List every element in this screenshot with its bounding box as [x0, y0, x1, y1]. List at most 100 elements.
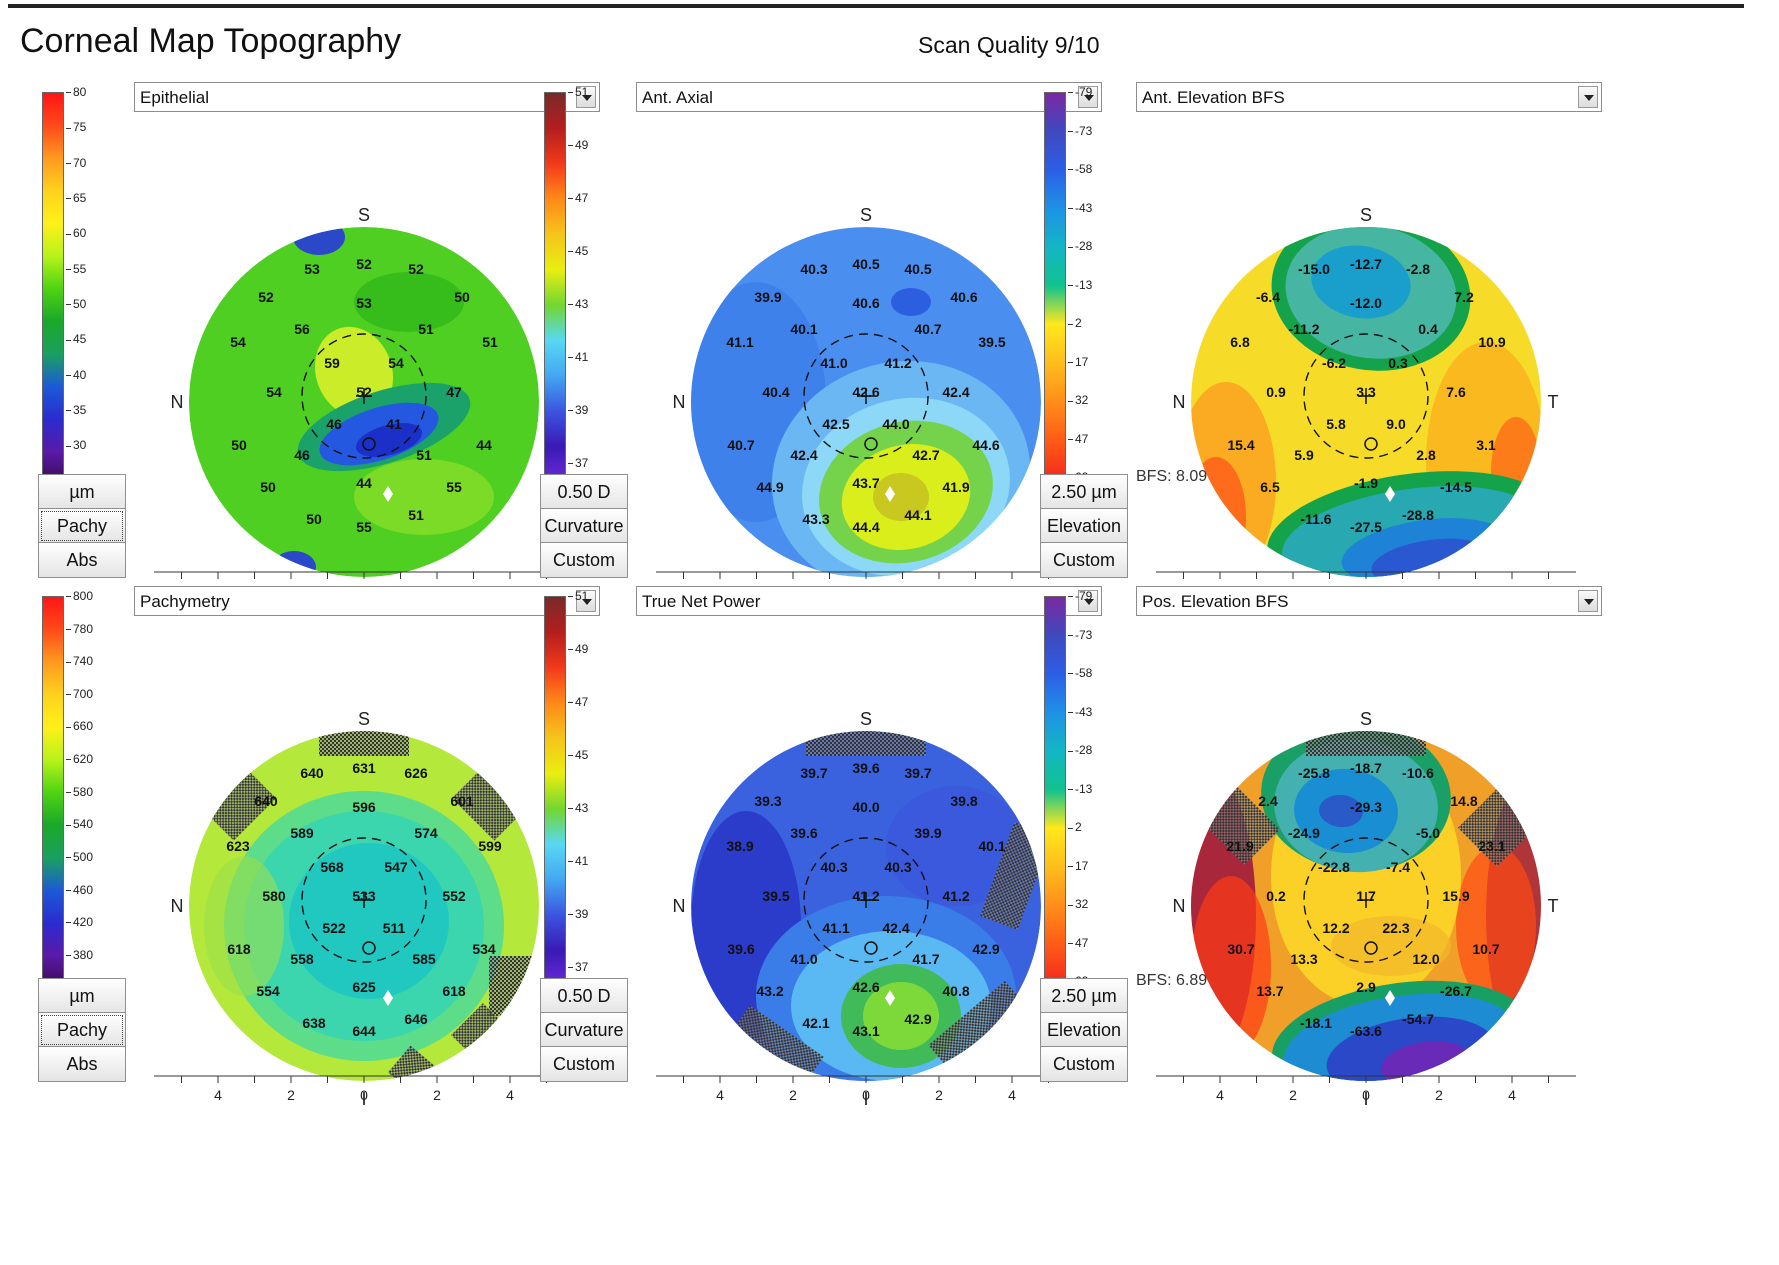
- vertex-diamond-icon: [383, 990, 393, 1006]
- pupil-zone-circle: [301, 333, 427, 459]
- map-value-label: 42.4: [882, 920, 909, 936]
- map-value-label: 558: [290, 951, 314, 967]
- map-value-label: -6.2: [1322, 355, 1346, 371]
- map-type-dropdown[interactable]: Pachymetry: [134, 586, 600, 616]
- map-value-label: 51: [418, 321, 434, 337]
- dropdown-arrow-icon[interactable]: [1578, 590, 1598, 612]
- map-type-label: Pachymetry: [140, 592, 230, 611]
- pupil-center-icon: [864, 941, 878, 955]
- scan-quality-label: Scan Quality 9/10: [918, 32, 1100, 58]
- map-value-label: 39.6: [727, 941, 754, 957]
- map-mode-button[interactable]: Pachy: [38, 508, 126, 544]
- scale-tick-label: 540: [66, 817, 93, 831]
- map-value-label: 39.6: [852, 760, 879, 776]
- map-value-label: 5.8: [1326, 416, 1346, 432]
- units-button[interactable]: 0.50 D: [540, 978, 628, 1014]
- scale-tick-label: 17: [1068, 355, 1088, 369]
- map-value-label: 52: [356, 384, 372, 400]
- units-button[interactable]: 2.50 µm: [1040, 474, 1128, 510]
- units-button[interactable]: 0.50 D: [540, 474, 628, 510]
- map-panel-ant-axial: 514947454341393735Ant. AxialSINT40.340.5…: [540, 82, 1108, 650]
- map-value-label: 44.9: [756, 479, 783, 495]
- scale-tick-label: -58: [1068, 162, 1092, 176]
- scale-tick-label: 43: [568, 297, 588, 311]
- units-button[interactable]: 2.50 µm: [1040, 978, 1128, 1014]
- map-panel-ant-elevation: -79-73-58-43-28-1321732476277 Ant. Elevat…: [1040, 82, 1608, 650]
- scale-tick-label: 37: [568, 960, 588, 974]
- map-value-label: 43.3: [802, 511, 829, 527]
- corneal-map[interactable]: SINT535252525350565154515954545247464150…: [134, 112, 600, 618]
- map-value-label: 40.4: [762, 384, 789, 400]
- map-value-label: 534: [472, 941, 496, 957]
- map-type-dropdown[interactable]: Ant. Elevation BFS: [1136, 82, 1602, 112]
- masked-area: [489, 956, 534, 1016]
- map-value-label: 585: [412, 951, 436, 967]
- map-color-region: [1331, 916, 1451, 976]
- pupil-center-icon: [1364, 941, 1378, 955]
- map-mode-button[interactable]: Curvature: [540, 1012, 628, 1048]
- cornea-color-map: [691, 227, 1041, 577]
- map-value-label: 41.1: [822, 920, 849, 936]
- scale-tick-label: -28: [1068, 743, 1092, 757]
- map-value-label: -11.6: [1300, 511, 1331, 527]
- map-value-label: 13.3: [1290, 951, 1317, 967]
- scale-type-button[interactable]: Custom: [540, 542, 628, 578]
- map-value-label: -27.5: [1350, 519, 1382, 535]
- corneal-map[interactable]: SINT39.739.639.739.340.039.839.639.938.9…: [636, 616, 1102, 1122]
- map-type-dropdown[interactable]: Ant. Axial: [636, 82, 1102, 112]
- map-value-label: 44: [356, 475, 372, 491]
- units-button[interactable]: µm: [38, 978, 126, 1014]
- pupil-zone-circle: [803, 837, 929, 963]
- scale-type-button[interactable]: Custom: [1040, 542, 1128, 578]
- scale-type-button[interactable]: Custom: [540, 1046, 628, 1082]
- map-value-label: 41.7: [912, 951, 939, 967]
- map-mode-button[interactable]: Curvature: [540, 508, 628, 544]
- map-value-label: -18.7: [1350, 760, 1382, 776]
- map-value-label: 1.7: [1356, 888, 1376, 904]
- axis-label-nasal: N: [171, 896, 184, 916]
- map-value-label: 38.9: [726, 838, 753, 854]
- corneal-map[interactable]: SINT40.340.540.539.940.640.640.140.741.1…: [636, 112, 1102, 618]
- scale-type-button[interactable]: Abs: [38, 542, 126, 578]
- map-value-label: 46: [294, 447, 310, 463]
- map-value-label: 40.0: [852, 799, 879, 815]
- corneal-map[interactable]: SINT-15.0-12.7-2.8-6.4-12.07.2-11.20.46.…: [1136, 112, 1602, 618]
- scale-tick-label: -58: [1068, 666, 1092, 680]
- map-value-label: 44: [476, 437, 492, 453]
- mm-ruler-label: 4: [214, 1087, 222, 1103]
- map-mode-button[interactable]: Elevation: [1040, 508, 1128, 544]
- map-mode-button[interactable]: Elevation: [1040, 1012, 1128, 1048]
- axis-label-superior: S: [1360, 205, 1372, 225]
- map-value-label: 39.3: [754, 793, 781, 809]
- map-type-dropdown[interactable]: True Net Power: [636, 586, 1102, 616]
- cornea-color-map: [189, 227, 539, 577]
- scale-tick-label: 620: [66, 752, 93, 766]
- map-value-label: -22.8: [1318, 859, 1350, 875]
- map-type-label: Pos. Elevation BFS: [1142, 592, 1289, 611]
- map-value-label: 40.5: [904, 261, 931, 277]
- scale-type-button[interactable]: Abs: [38, 1046, 126, 1082]
- scale-tick-label: 780: [66, 622, 93, 636]
- map-mode-button[interactable]: Pachy: [38, 1012, 126, 1048]
- color-scale-labels: -79-73-58-43-28-1321732476277: [1068, 85, 1112, 523]
- units-button[interactable]: µm: [38, 474, 126, 510]
- map-type-dropdown[interactable]: Pos. Elevation BFS: [1136, 586, 1602, 616]
- map-value-label: 522: [322, 920, 346, 936]
- dropdown-arrow-icon[interactable]: [1578, 86, 1598, 108]
- map-value-label: 626: [404, 765, 428, 781]
- corneal-map[interactable]: S I N T -25.8 -18.7 -10.6 2.4 -29.3 14.8 -24.9 -5.0…: [1136, 616, 1602, 1122]
- axis-label-inferior: I: [1363, 1089, 1368, 1109]
- scale-tick-label: 39: [568, 907, 588, 921]
- map-value-label: 41.2: [942, 888, 969, 904]
- pupil-center-icon: [362, 437, 376, 451]
- map-type-dropdown[interactable]: Epithelial: [134, 82, 600, 112]
- map-value-label: -2.8: [1406, 261, 1430, 277]
- scale-tick-label: -43: [1068, 705, 1092, 719]
- map-value-label: 6.8: [1230, 334, 1250, 350]
- corneal-map[interactable]: SINT640631626640596601589574623599568547…: [134, 616, 600, 1122]
- scale-type-button[interactable]: Custom: [1040, 1046, 1128, 1082]
- map-value-label: 552: [442, 888, 466, 904]
- map-color-region: [354, 459, 494, 535]
- pupil-center-icon: [1364, 437, 1378, 451]
- map-value-label: 568: [320, 859, 344, 875]
